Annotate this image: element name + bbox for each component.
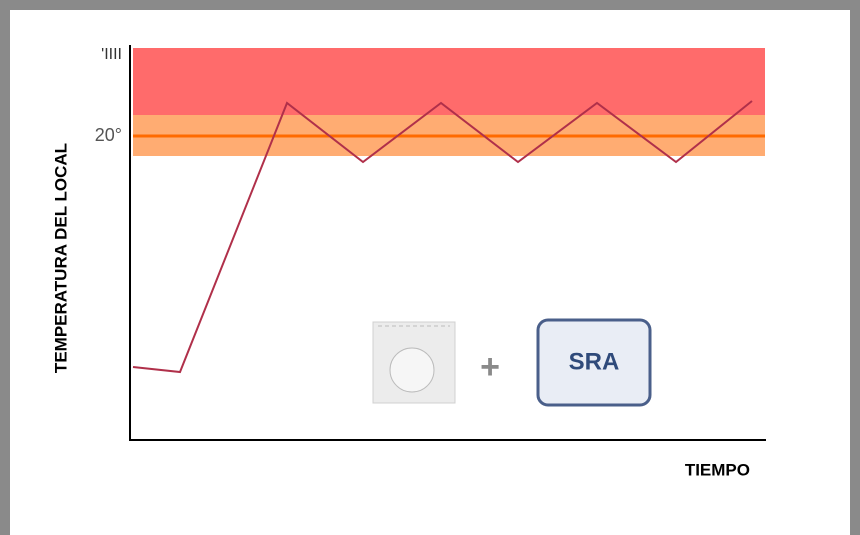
high-band bbox=[133, 48, 765, 115]
thermostat-icon bbox=[372, 321, 456, 404]
x-axis-label: TIEMPO bbox=[685, 460, 750, 479]
thermostat-dial bbox=[389, 347, 435, 393]
temperature-curve bbox=[132, 100, 753, 374]
y-axis-label: TEMPERATURA DEL LOCAL bbox=[51, 143, 70, 373]
top-tick-label: 'IIII bbox=[101, 46, 122, 63]
sra-label: SRA bbox=[569, 348, 620, 375]
plus-sign: + bbox=[480, 348, 500, 386]
sra-box bbox=[536, 318, 652, 407]
ref-tick-label: 20° bbox=[95, 125, 122, 145]
